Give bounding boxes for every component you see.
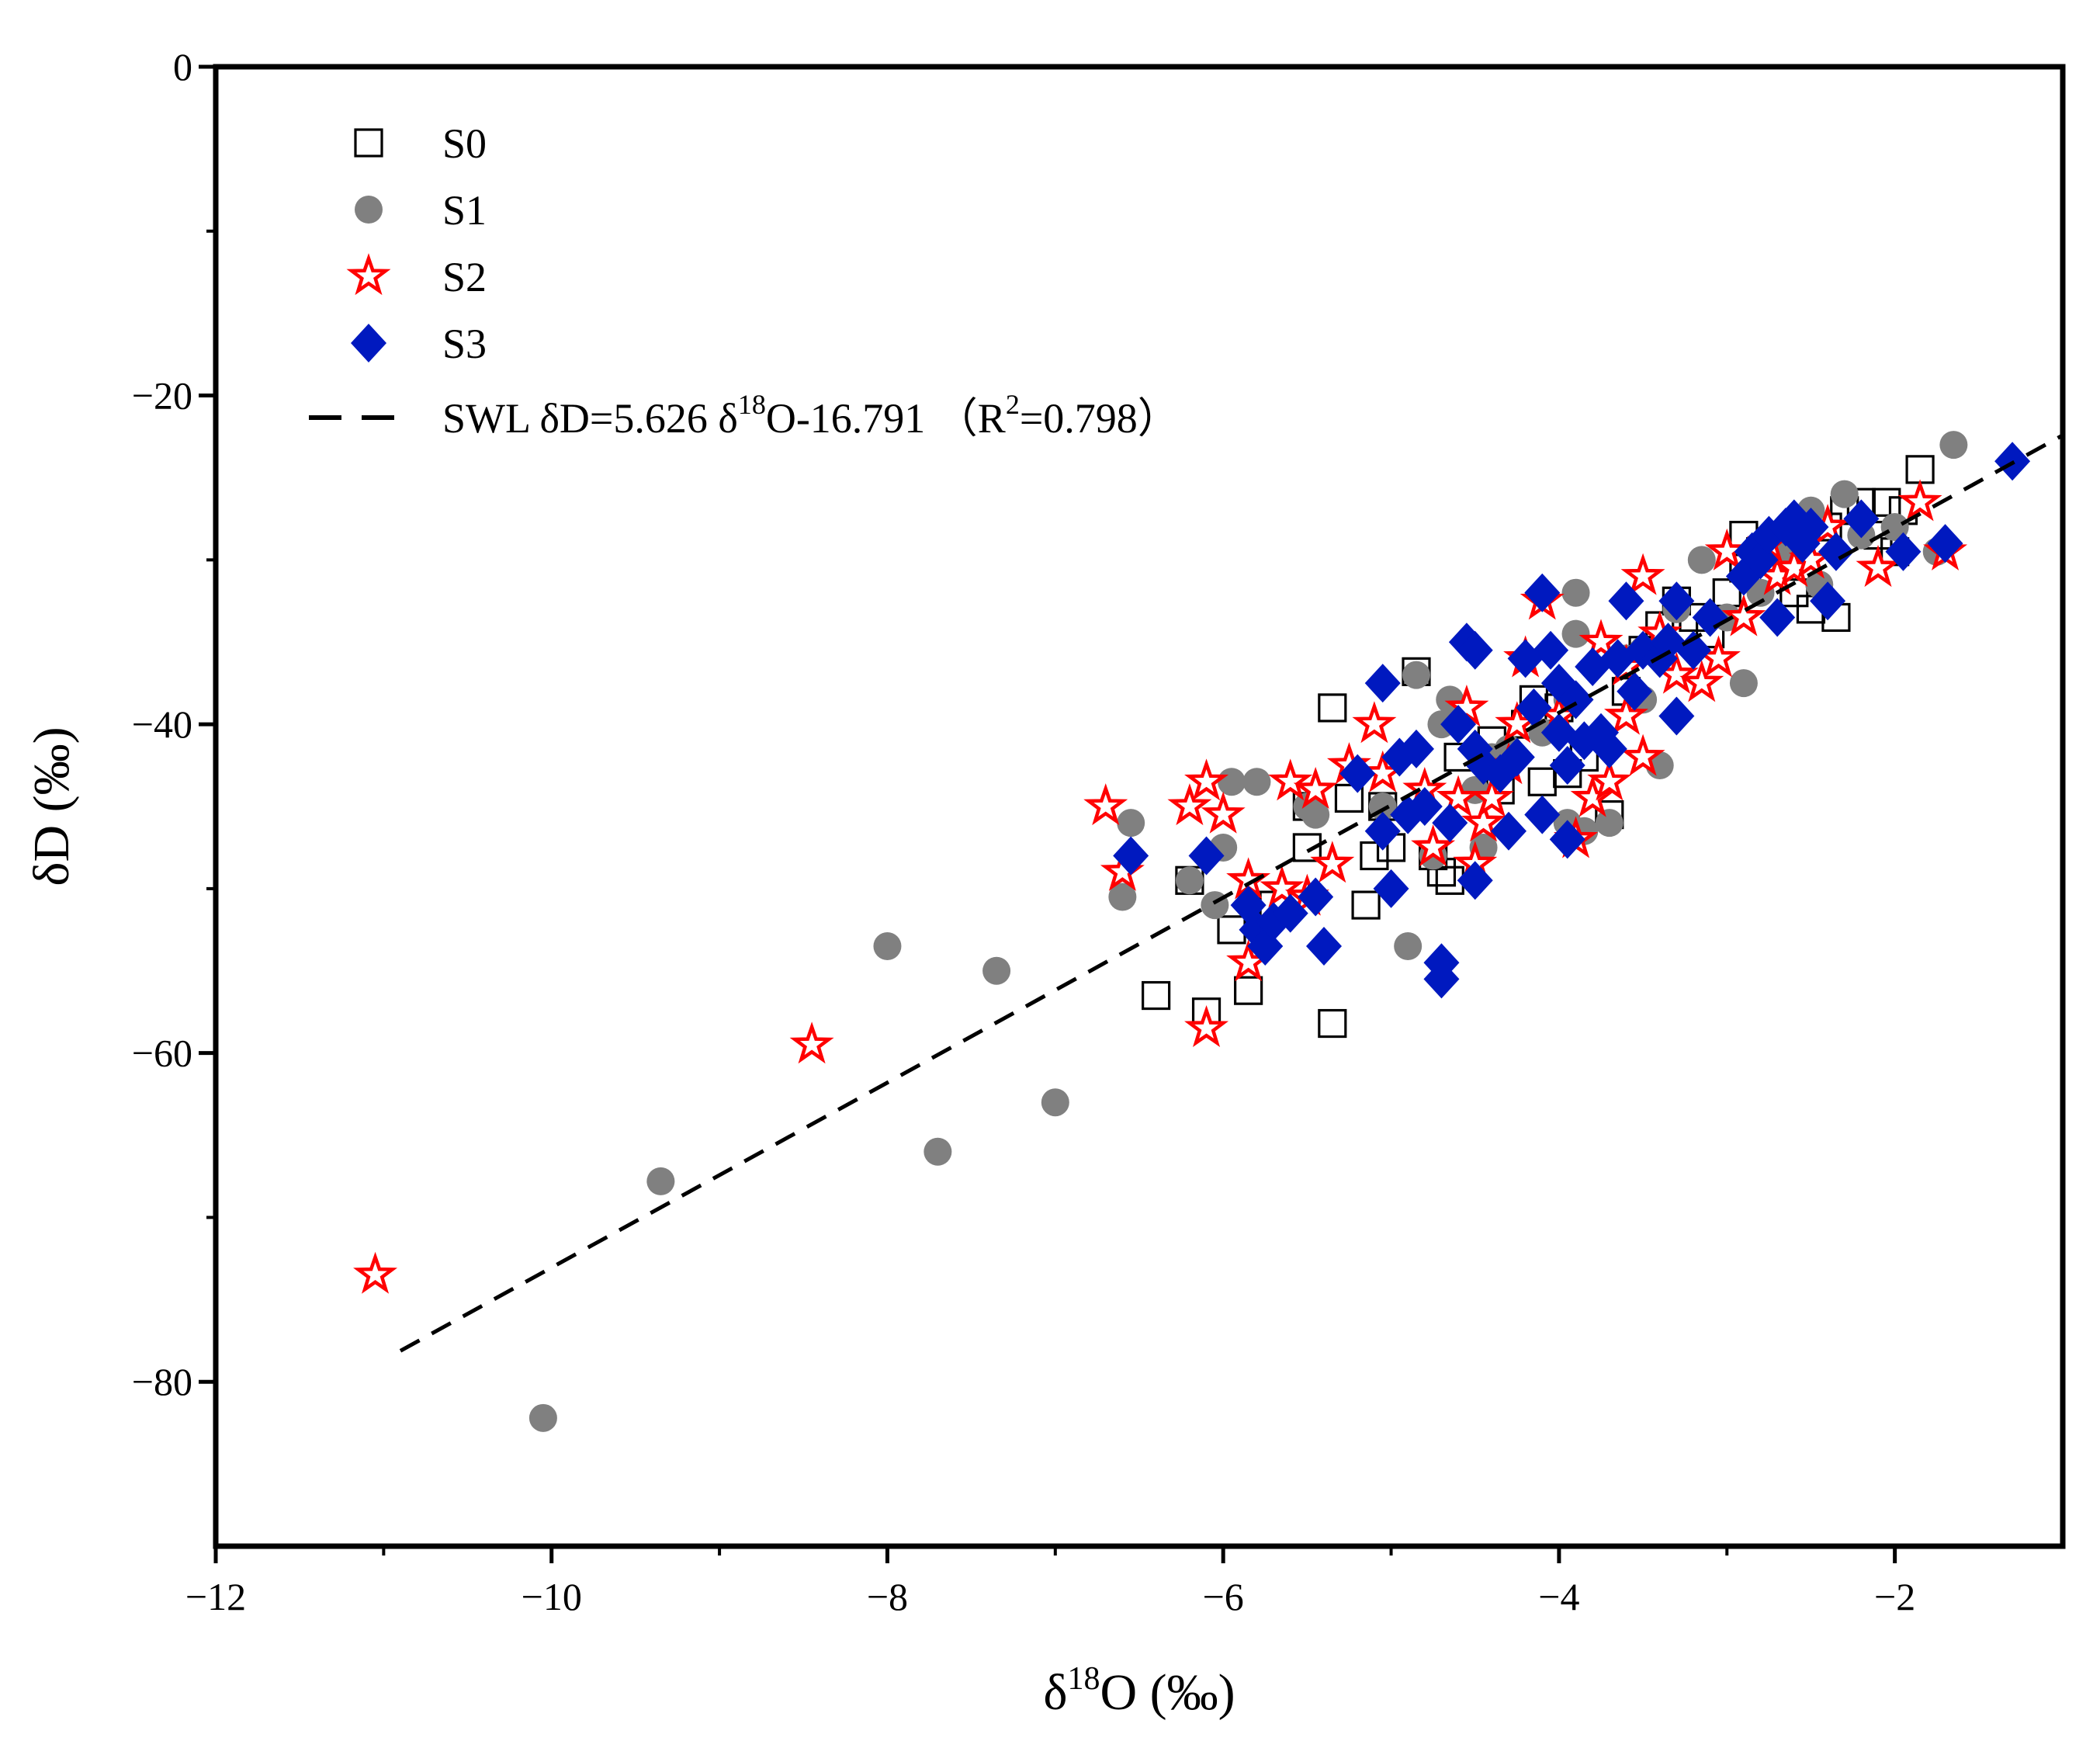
plot-area <box>359 431 2064 1432</box>
data-point-s1 <box>982 956 1011 985</box>
data-point-s3 <box>1306 927 1342 966</box>
data-point-s2 <box>1274 764 1308 796</box>
data-point-s1 <box>1687 546 1716 574</box>
data-point-s1 <box>1729 669 1758 698</box>
data-point-s3 <box>1364 664 1401 703</box>
x-tick-label: −10 <box>522 1575 582 1618</box>
x-tick-label: −4 <box>1538 1575 1579 1618</box>
legend-marker-s1 <box>355 196 383 224</box>
legend-label-s2: S2 <box>442 254 487 300</box>
axis-ticks: −12 −10 −8 −6 −4 −20−20−40−60−80 <box>132 45 1915 1618</box>
data-point-s1 <box>1394 932 1423 961</box>
data-point-s1 <box>873 932 902 961</box>
x-tick-label: −12 <box>185 1575 246 1618</box>
data-point-s1 <box>1830 480 1859 508</box>
data-point-s1 <box>646 1167 675 1195</box>
data-point-s1 <box>1561 578 1590 607</box>
data-point-s2 <box>359 1257 393 1290</box>
data-point-s1 <box>1561 619 1590 648</box>
data-point-s0 <box>1527 767 1557 796</box>
y-tick-label: −40 <box>132 702 192 746</box>
x-tick-label: −6 <box>1203 1575 1244 1618</box>
data-point-s0 <box>1234 976 1263 1005</box>
y-tick-label: 0 <box>173 45 192 88</box>
y-tick-label: −60 <box>132 1032 192 1075</box>
legend-marker-s0 <box>354 128 383 158</box>
data-point-s1 <box>528 1403 557 1432</box>
data-point-s1 <box>1595 809 1624 838</box>
data-point-s2 <box>1357 706 1391 739</box>
y-axis-title: δD (‰) <box>23 727 80 886</box>
data-point-s1 <box>1218 768 1246 796</box>
data-point-s1 <box>1242 768 1271 796</box>
data-point-s1 <box>1402 661 1430 689</box>
data-point-s1 <box>1041 1088 1069 1117</box>
data-point-s0 <box>1905 455 1935 484</box>
data-point-s1 <box>1117 809 1145 838</box>
legend-label-fit-line: SWL δD=5.626 δ18O-16.791 （R2=0.798） <box>442 389 1180 442</box>
plot-frame <box>213 64 2066 1549</box>
data-point-s0 <box>1318 1008 1347 1039</box>
data-point-s2 <box>1626 559 1660 591</box>
y-tick-label: −20 <box>132 374 192 418</box>
data-point-s1 <box>1939 431 1968 460</box>
legend: S0 S1 S2 S3 SWL δD=5.626 δ18O-16.791 （R2=0.7… <box>309 120 1180 442</box>
legend-label-s3: S3 <box>442 321 487 367</box>
data-point-s1 <box>1175 866 1204 895</box>
legend-marker-s3 <box>351 324 386 362</box>
x-tick-label: −2 <box>1874 1575 1915 1618</box>
data-point-s0 <box>1318 693 1347 723</box>
legend-marker-s2 <box>352 258 386 291</box>
data-point-s2 <box>1089 789 1123 821</box>
data-point-s0 <box>1142 980 1171 1011</box>
x-tick-label: −8 <box>867 1575 908 1618</box>
y-tick-label: −80 <box>132 1360 192 1403</box>
x-axis-title: δ18O (‰) <box>1043 1661 1235 1721</box>
fit-line <box>399 433 2064 1353</box>
data-point-s0 <box>1351 890 1381 920</box>
data-point-s1 <box>924 1137 952 1166</box>
data-point-s2 <box>1206 797 1240 830</box>
data-point-s3 <box>1524 573 1561 612</box>
data-point-s2 <box>1190 764 1224 796</box>
legend-label-s0: S0 <box>442 120 487 167</box>
data-point-s3 <box>1658 696 1695 736</box>
data-point-s2 <box>795 1027 829 1060</box>
legend-label-s1: S1 <box>442 187 487 234</box>
